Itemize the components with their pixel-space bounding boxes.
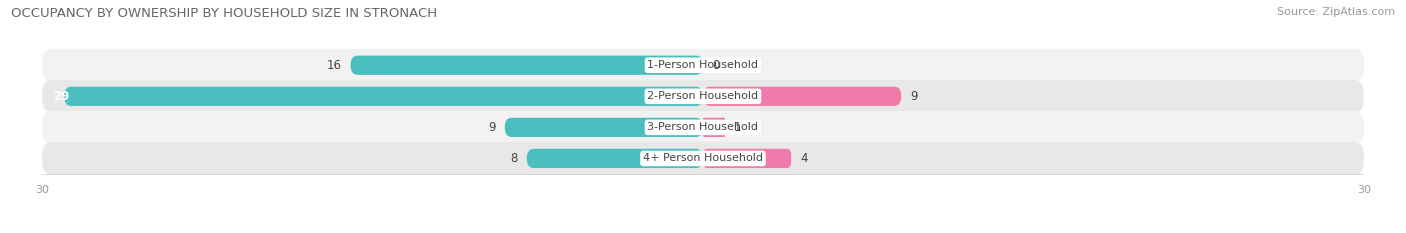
Text: OCCUPANCY BY OWNERSHIP BY HOUSEHOLD SIZE IN STRONACH: OCCUPANCY BY OWNERSHIP BY HOUSEHOLD SIZE… (11, 7, 437, 20)
FancyBboxPatch shape (703, 149, 792, 168)
FancyBboxPatch shape (42, 111, 1364, 144)
FancyBboxPatch shape (703, 118, 725, 137)
FancyBboxPatch shape (42, 80, 1364, 113)
Text: 3-Person Household: 3-Person Household (648, 122, 758, 132)
FancyBboxPatch shape (42, 49, 1364, 82)
FancyBboxPatch shape (65, 87, 703, 106)
Text: 1: 1 (734, 121, 741, 134)
FancyBboxPatch shape (505, 118, 703, 137)
Text: 4: 4 (800, 152, 807, 165)
FancyBboxPatch shape (527, 149, 703, 168)
FancyBboxPatch shape (703, 87, 901, 106)
Text: 29: 29 (53, 90, 69, 103)
Text: 8: 8 (510, 152, 517, 165)
Text: 4+ Person Household: 4+ Person Household (643, 154, 763, 163)
FancyBboxPatch shape (350, 56, 703, 75)
Text: 1-Person Household: 1-Person Household (648, 60, 758, 70)
Text: 0: 0 (711, 59, 720, 72)
Text: 9: 9 (910, 90, 918, 103)
Text: 16: 16 (326, 59, 342, 72)
Text: Source: ZipAtlas.com: Source: ZipAtlas.com (1277, 7, 1395, 17)
Text: 2-Person Household: 2-Person Household (647, 91, 759, 101)
Text: 9: 9 (488, 121, 496, 134)
FancyBboxPatch shape (42, 142, 1364, 175)
